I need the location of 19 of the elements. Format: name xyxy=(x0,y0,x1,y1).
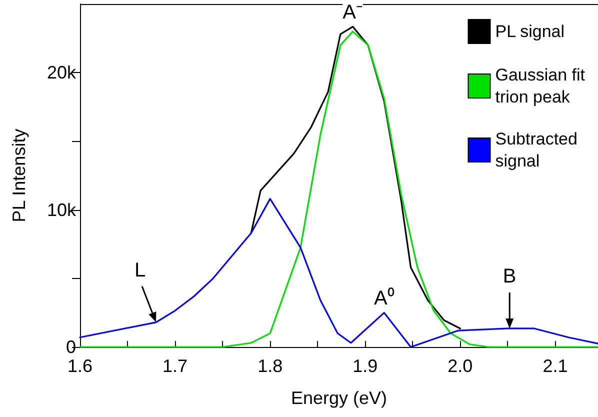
x-tick-label: 2.1 xyxy=(542,356,568,376)
y-tick-label: 0 xyxy=(66,337,76,357)
x-tick-label: 1.7 xyxy=(162,356,188,376)
y-tick-label: 20k xyxy=(46,62,77,83)
x-tick-label: 1.8 xyxy=(258,356,283,376)
annotation: L xyxy=(134,259,146,282)
line-series xyxy=(250,26,461,330)
y-tick-label: 10k xyxy=(46,200,77,220)
x-axis-title: Energy (eV) xyxy=(290,388,388,408)
legend-label: Subtracted signal xyxy=(495,130,578,170)
x-tick-label: 1.9 xyxy=(352,356,378,376)
text: 2.0 xyxy=(448,356,473,376)
legend-label: PL signal xyxy=(495,22,565,41)
annotation: A⁰ xyxy=(374,286,394,310)
x-tick-label: 1.6 xyxy=(67,356,93,376)
annotation: A⁻ xyxy=(342,2,363,24)
annotation: B xyxy=(502,265,516,288)
y-axis-title: PL Intensity xyxy=(9,128,29,222)
legend-label: Gaussian fit trion peak xyxy=(495,66,586,106)
